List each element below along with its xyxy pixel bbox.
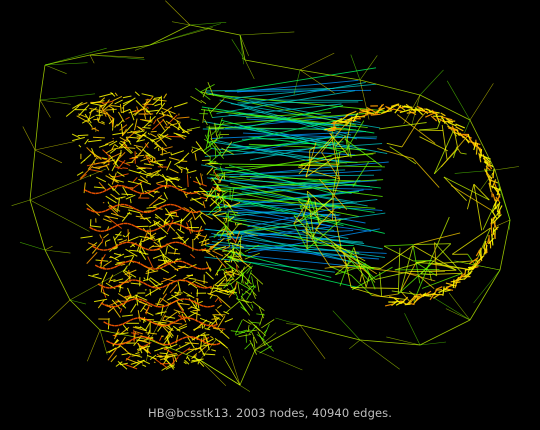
outline-edges-layer bbox=[11, 0, 520, 392]
graph-caption: HB@bcsstk13. 2003 nodes, 40940 edges. bbox=[147, 406, 392, 420]
bridge-edges-layer bbox=[200, 67, 389, 289]
graph-visualization bbox=[11, 0, 520, 392]
right-lobe-edges-layer bbox=[293, 103, 503, 307]
left-lobe-edges-layer bbox=[65, 82, 275, 371]
